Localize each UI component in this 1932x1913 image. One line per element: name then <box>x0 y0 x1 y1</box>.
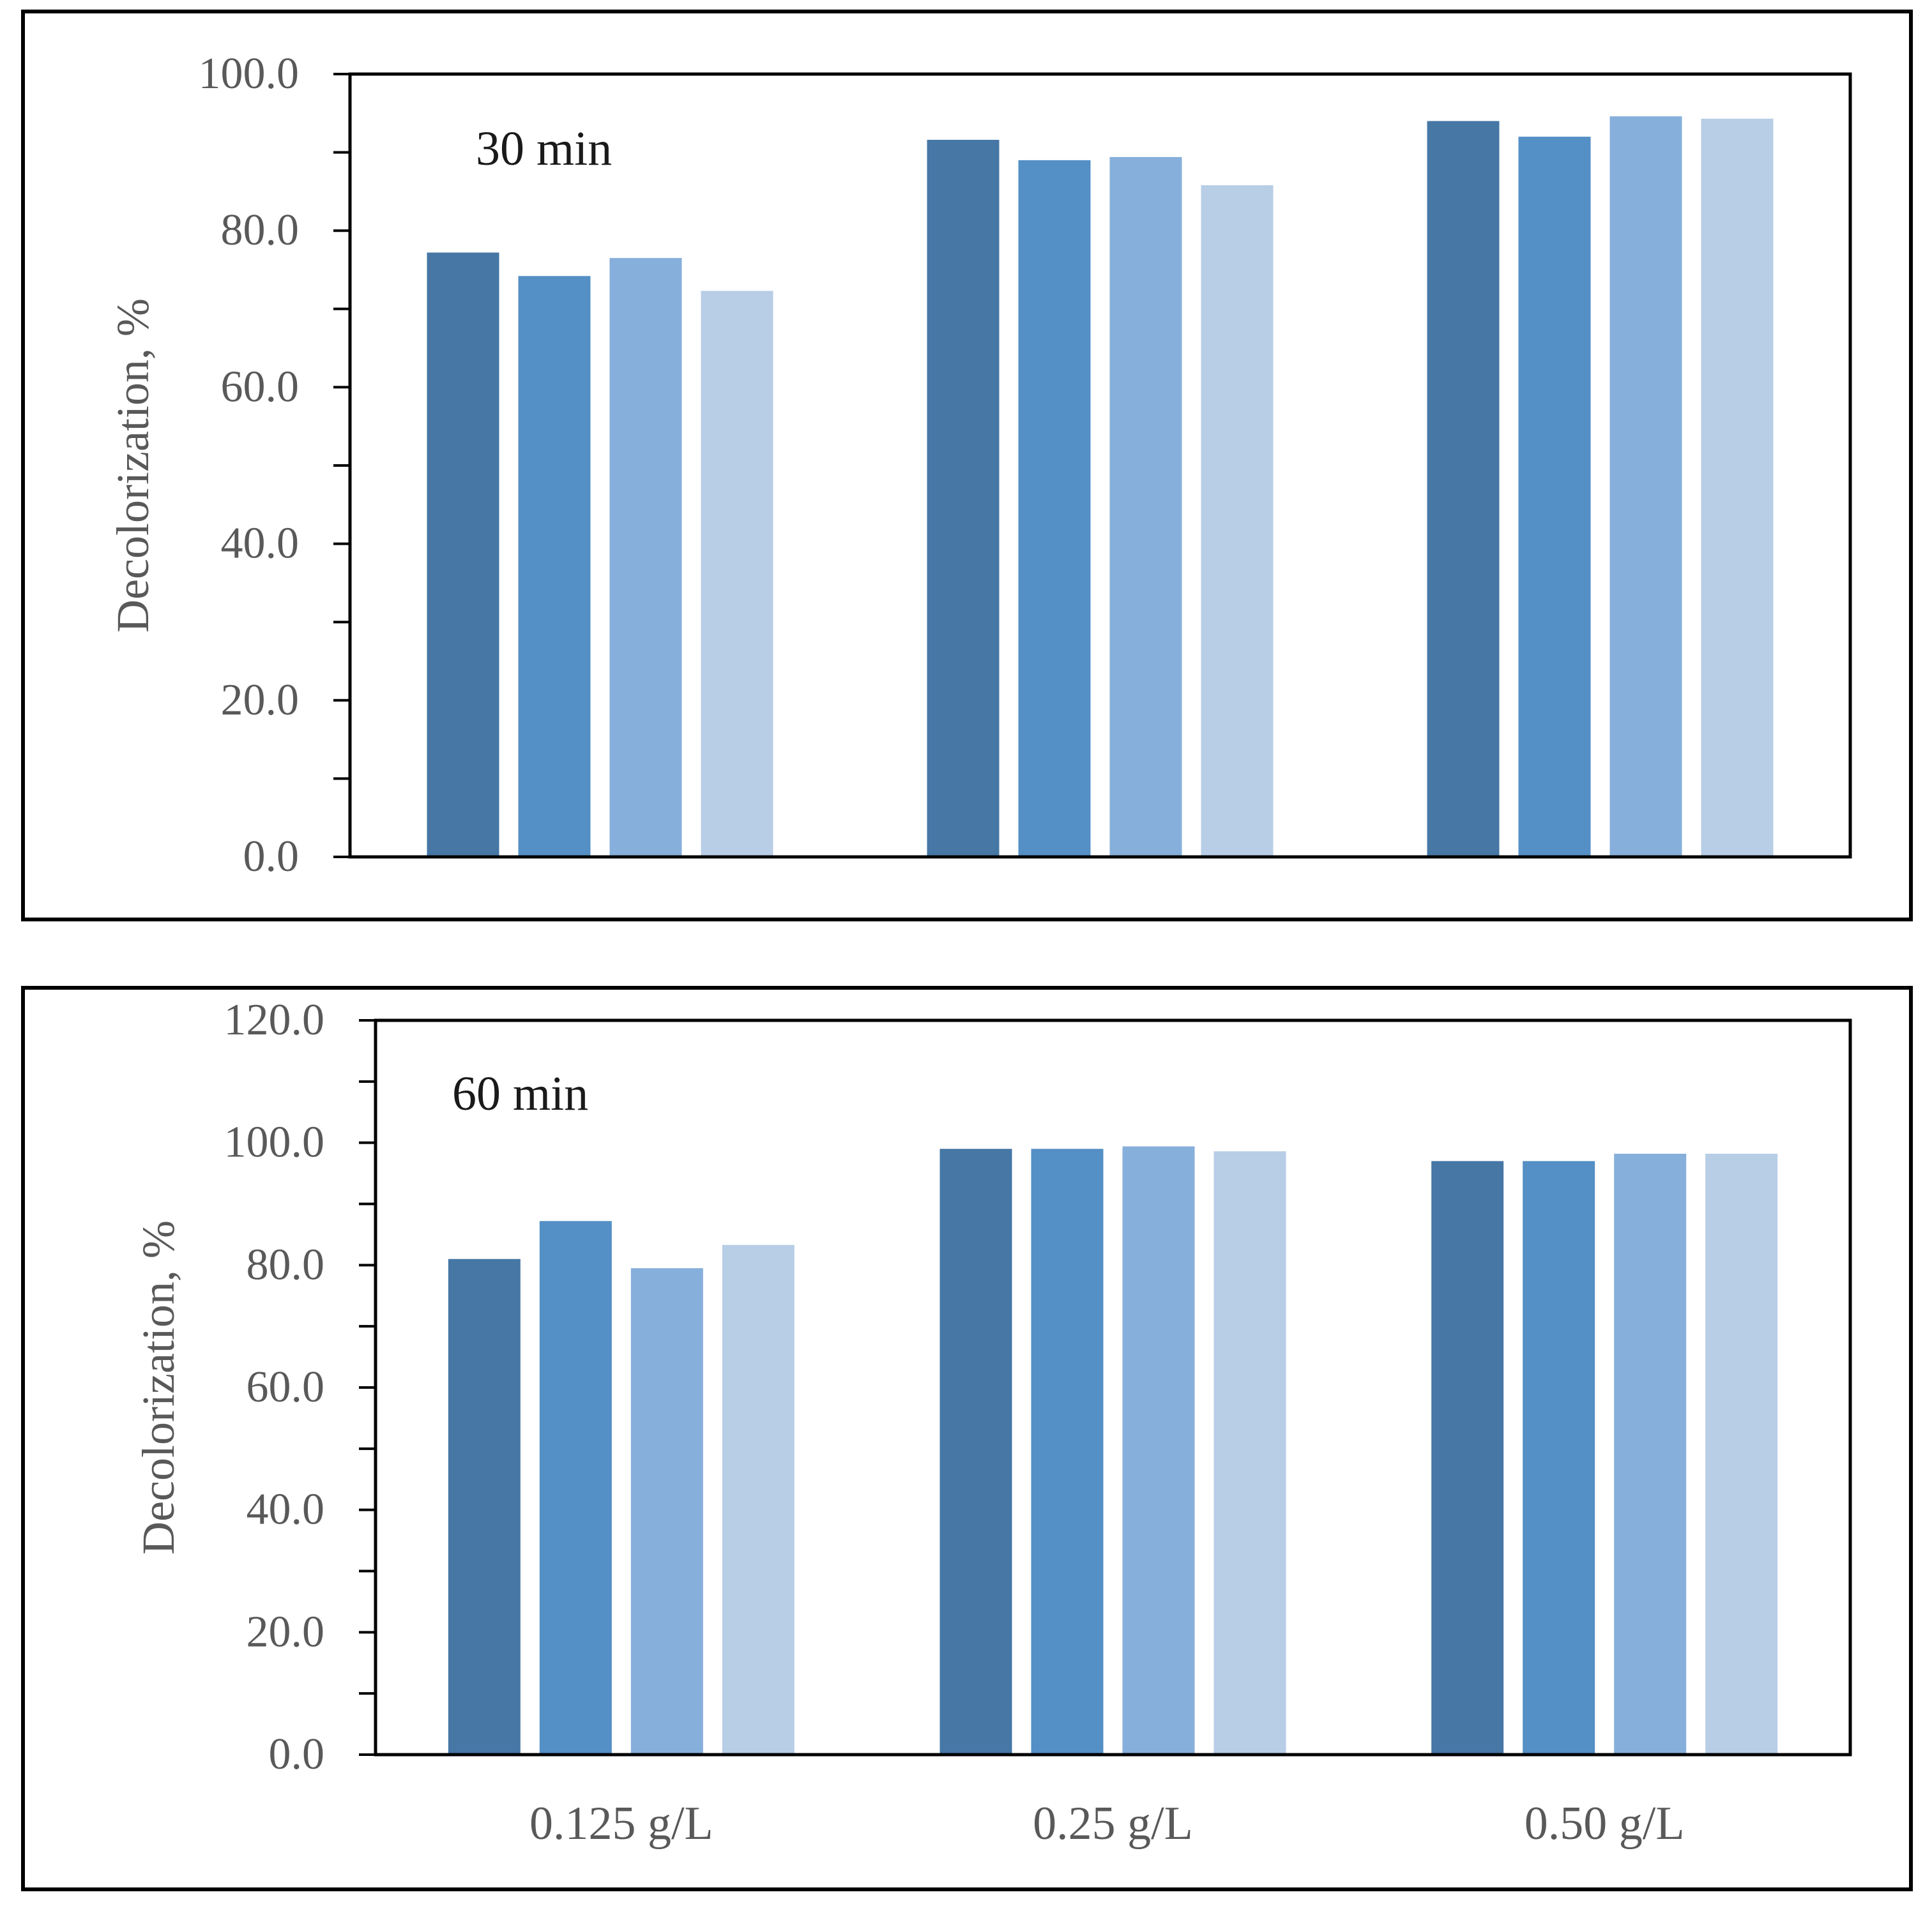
bar-series-3-0-125-g-L <box>609 258 682 857</box>
bar-series-2-0-125-g-L <box>518 276 591 858</box>
bar-series-4-0-50-g-L <box>1701 118 1774 858</box>
y-tick-label: 0.0 <box>243 832 300 881</box>
y-tick-label: 60.0 <box>247 1363 325 1412</box>
y-axis-label: Decolorization, % <box>133 1220 184 1555</box>
x-category-label: 0.50 g/L <box>1525 1797 1685 1850</box>
bar-series-4-0-25-g-L <box>1213 1151 1286 1755</box>
bar-series-1-0-50-g-L <box>1427 121 1500 857</box>
chart-60-min: 0.0 20.0 40.0 60.0 80.0 100.0 120.0 Decolorizat… <box>21 986 1913 1891</box>
bar-series-2-0-125-g-L <box>539 1221 612 1755</box>
time-annotation: 30 min <box>476 122 612 176</box>
x-category-label: 0.125 g/L <box>529 1797 713 1850</box>
x-category-label: 0.25 g/L <box>1033 1797 1193 1850</box>
bar-series-2-0-25-g-L <box>1018 160 1091 858</box>
y-axis-label: Decolorization, % <box>107 298 158 633</box>
bar-series-4-0-50-g-L <box>1705 1153 1778 1755</box>
chart-30-min: 0.0 20.0 40.0 60.0 80.0 100.0 Decolorization, … <box>21 10 1913 921</box>
bar-series-2-0-50-g-L <box>1518 137 1591 858</box>
time-annotation: 60 min <box>452 1067 588 1121</box>
bar-series-1-0-125-g-L <box>427 252 499 857</box>
bar-series-2-0-25-g-L <box>1031 1149 1104 1755</box>
y-tick-label: 20.0 <box>247 1607 325 1656</box>
y-tick-label: 40.0 <box>247 1485 325 1534</box>
bar-series-4-0-25-g-L <box>1201 185 1274 857</box>
y-tick-label: 40.0 <box>221 519 300 568</box>
y-tick-label: 80.0 <box>247 1240 325 1289</box>
bar-series-1-0-25-g-L <box>927 139 1000 857</box>
bar-series-4-0-125-g-L <box>722 1244 795 1755</box>
bar-series-1-0-25-g-L <box>939 1149 1012 1755</box>
y-tick-label: 20.0 <box>221 676 300 725</box>
bar-series-3-0-50-g-L <box>1609 116 1682 858</box>
y-tick-label: 100.0 <box>199 49 300 98</box>
y-tick-label: 100.0 <box>224 1118 325 1167</box>
bar-series-2-0-50-g-L <box>1523 1161 1595 1755</box>
y-tick-label: 120.0 <box>224 995 325 1045</box>
chart-outer-frame <box>21 986 1913 1891</box>
y-tick-label: 0.0 <box>269 1730 325 1779</box>
bar-series-1-0-50-g-L <box>1431 1161 1504 1755</box>
bar-series-3-0-25-g-L <box>1109 156 1182 857</box>
bar-series-3-0-25-g-L <box>1122 1146 1195 1755</box>
chart-outer-frame <box>21 10 1913 921</box>
bar-series-1-0-125-g-L <box>448 1259 521 1755</box>
y-tick-label: 60.0 <box>221 362 300 411</box>
y-tick-label: 80.0 <box>221 206 300 255</box>
bar-series-4-0-125-g-L <box>701 291 773 857</box>
bar-series-3-0-125-g-L <box>630 1268 703 1755</box>
bar-series-3-0-50-g-L <box>1614 1153 1687 1755</box>
